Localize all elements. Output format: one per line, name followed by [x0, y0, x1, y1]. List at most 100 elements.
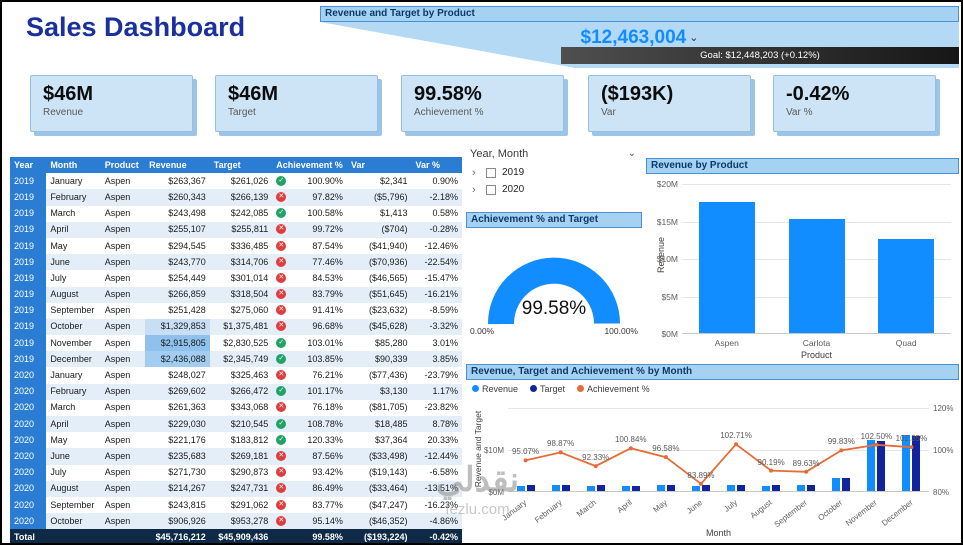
table-row[interactable]: 2019 September Aspen $251,428 $275,060 91.41%…: [10, 302, 462, 319]
table-row[interactable]: 2019 May Aspen $294,545 $336,485 87.54% ✕ ($41,…: [10, 237, 462, 255]
table-row[interactable]: 2020 October Aspen $906,926 $953,278 95.14% ✕(…: [10, 513, 462, 530]
gauge-value: 99.58%: [521, 298, 587, 319]
gauge-chart: [487, 257, 620, 325]
table-row[interactable]: 2020 March Aspen $261,363 $343,068 76.18% ✕ ($8…: [10, 399, 462, 416]
x-category-label: Carlota: [802, 338, 831, 348]
revenue-bar[interactable]: [516, 485, 525, 491]
bar-aspen[interactable]: [698, 201, 755, 333]
target-bar[interactable]: [737, 485, 746, 491]
table-row[interactable]: 2020 February Aspen $269,602 $266,472 101.17%…: [10, 383, 462, 400]
revenue-by-product-visual: Revenue by Product Revenue Product $0M $5…: [646, 158, 959, 361]
table-row[interactable]: 2020 August Aspen $214,267 $247,731 86.49% ✕ ($…: [10, 480, 462, 497]
kpi-value: $12,463,004 ⌄: [320, 27, 959, 49]
line-point[interactable]: [593, 464, 598, 469]
kpi-card-var[interactable]: ($193K) Var: [588, 75, 751, 132]
line-point[interactable]: [839, 448, 844, 453]
line-point[interactable]: [874, 442, 879, 447]
table-row[interactable]: 2019 June Aspen $243,770 $314,706 77.46% ✕ ($70…: [10, 254, 462, 271]
left-axis-tick: $10M: [483, 446, 504, 455]
legend-item[interactable]: Achievement %: [577, 384, 650, 394]
column-header[interactable]: Product: [100, 157, 146, 174]
bar-carlota[interactable]: [788, 219, 845, 333]
revenue-bar[interactable]: [691, 485, 700, 491]
line-point[interactable]: [804, 469, 809, 474]
sales-table[interactable]: Year Month Product Revenue Target Achievement…: [10, 157, 462, 543]
revenue-bar[interactable]: [832, 478, 841, 491]
target-bar[interactable]: [877, 441, 886, 491]
bar-quad[interactable]: [878, 238, 935, 333]
table-row[interactable]: 2019 February Aspen $260,343 $266,139 97.82% ✕…: [10, 189, 462, 206]
table-row[interactable]: 2019 December Aspen $2,436,088 $2,345,749 103…: [10, 351, 462, 368]
target-bar[interactable]: [912, 435, 921, 491]
slicer-item-2019[interactable]: › 2019: [468, 164, 640, 181]
target-bar[interactable]: [631, 485, 640, 491]
checkbox-icon[interactable]: [486, 184, 496, 195]
line-point[interactable]: [698, 481, 703, 486]
line-point[interactable]: [523, 458, 528, 463]
revenue-bar[interactable]: [762, 485, 771, 491]
revenue-bar[interactable]: [902, 434, 911, 491]
target-bar[interactable]: [526, 485, 535, 491]
column-header[interactable]: Var: [346, 157, 412, 174]
line-point[interactable]: [663, 455, 668, 460]
table-row[interactable]: 2019 November Aspen $2,915,805 $2,830,525 103…: [10, 335, 462, 352]
checkbox-icon[interactable]: [486, 167, 496, 178]
revenue-bar[interactable]: [656, 485, 665, 491]
revenue-bar[interactable]: [621, 485, 630, 491]
target-bar[interactable]: [842, 478, 851, 491]
table-row[interactable]: 2020 September Aspen $243,815 $291,062 83.77%…: [10, 496, 462, 514]
card-label: Target: [228, 107, 256, 118]
kpi-card-target[interactable]: $46M Target: [215, 75, 378, 132]
line-point[interactable]: [628, 446, 633, 451]
revenue-bar[interactable]: [727, 485, 736, 491]
target-bar[interactable]: [772, 484, 781, 491]
slicer-title: Year, Month: [470, 148, 529, 160]
chevron-expand-icon[interactable]: ›: [472, 183, 476, 196]
table-row[interactable]: 2020 June Aspen $235,683 $269,181 87.56% ✕ ($33…: [10, 448, 462, 465]
table-row[interactable]: 2019 March Aspen $243,498 $242,085 100.58% ✓ $1…: [10, 205, 462, 222]
table-row[interactable]: 2020 July Aspen $271,730 $290,873 93.42% ✕ ($19…: [10, 464, 462, 481]
line-point[interactable]: [558, 450, 563, 455]
revenue-bar[interactable]: [797, 485, 806, 491]
line-point[interactable]: [769, 468, 774, 473]
chevron-down-icon[interactable]: ⌄: [627, 148, 636, 159]
chevron-expand-icon[interactable]: ›: [472, 166, 476, 179]
right-axis-tick: 100%: [933, 446, 954, 455]
achievement-line[interactable]: [525, 443, 912, 486]
table-row[interactable]: 2020 January Aspen $248,027 $325,463 76.21% ✕(…: [10, 367, 462, 384]
legend-item[interactable]: Target: [530, 384, 565, 394]
right-axis-tick: 80%: [933, 488, 950, 497]
table-row[interactable]: 2019 April Aspen $255,107 $255,811 99.72% ✕ ($7…: [10, 221, 462, 238]
revenue-bar[interactable]: [586, 485, 595, 491]
target-bar[interactable]: [666, 485, 675, 491]
chevron-down-icon[interactable]: ⌄: [689, 32, 699, 44]
column-header[interactable]: Revenue: [145, 157, 210, 174]
line-point[interactable]: [909, 445, 914, 450]
table-row[interactable]: 2020 April Aspen $229,030 $210,545 108.78% ✓ $1…: [10, 416, 462, 433]
target-bar[interactable]: [596, 485, 605, 491]
table-row[interactable]: 2019 January Aspen $263,367 $261,026 100.90% ✓…: [10, 173, 462, 190]
column-header[interactable]: Month: [46, 157, 101, 174]
column-header[interactable]: Achievement %: [272, 157, 347, 174]
line-point[interactable]: [734, 442, 739, 447]
table-row[interactable]: 2019 October Aspen $1,329,853 $1,375,481 96.6…: [10, 318, 462, 336]
kpi-card-var-pct[interactable]: -0.42% Var %: [773, 75, 936, 132]
x-icon: ✕: [276, 289, 287, 300]
kpi-card-revenue[interactable]: $46M Revenue: [30, 75, 193, 132]
column-header[interactable]: Target: [209, 157, 273, 174]
table-row[interactable]: 2019 July Aspen $254,449 $301,014 84.53% ✕ ($46…: [10, 270, 462, 287]
column-header[interactable]: Year: [10, 157, 47, 174]
legend-item[interactable]: Revenue: [472, 384, 518, 394]
revenue-bar[interactable]: [551, 485, 560, 491]
target-bar[interactable]: [561, 485, 570, 491]
gauge-arc[interactable]: [487, 257, 620, 325]
slicer-item-2020[interactable]: › 2020: [468, 181, 640, 198]
target-bar[interactable]: [807, 484, 816, 491]
revenue-bar[interactable]: [867, 439, 876, 491]
target-bar[interactable]: [701, 484, 710, 491]
table-row[interactable]: 2019 August Aspen $266,859 $318,504 83.79% ✕ ($…: [10, 286, 462, 303]
table-row[interactable]: 2020 May Aspen $221,176 $183,812 120.33% ✓ $37,…: [10, 432, 462, 449]
x-category-label: April: [615, 497, 634, 515]
column-header[interactable]: Var %: [411, 157, 462, 174]
kpi-card-achievement[interactable]: 99.58% Achievement %: [401, 75, 564, 132]
